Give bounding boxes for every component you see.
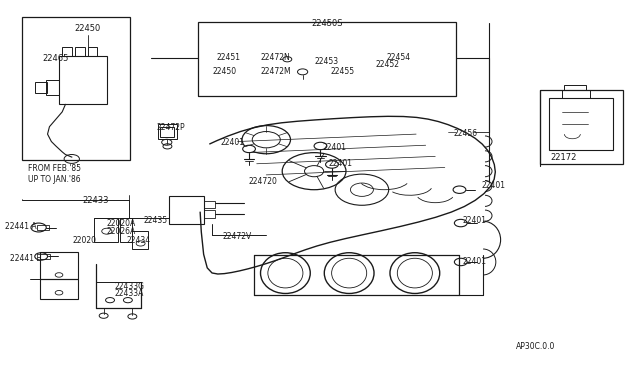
Text: 22465: 22465 — [43, 54, 69, 62]
Bar — [204, 210, 215, 218]
Text: 22401: 22401 — [463, 216, 487, 225]
Text: 22401: 22401 — [323, 143, 346, 152]
Text: 22452: 22452 — [376, 60, 399, 69]
Bar — [132, 231, 148, 249]
Bar — [169, 196, 204, 224]
Bar — [94, 218, 118, 242]
Bar — [88, 47, 97, 56]
Text: 22441 A: 22441 A — [5, 221, 36, 231]
Text: 22401: 22401 — [220, 138, 244, 147]
Circle shape — [453, 186, 466, 193]
Circle shape — [243, 145, 255, 153]
Bar — [36, 225, 49, 231]
Circle shape — [326, 161, 339, 168]
Bar — [35, 82, 47, 93]
Bar — [120, 218, 132, 242]
Text: FROM FEB.'85: FROM FEB.'85 — [28, 164, 81, 173]
Bar — [548, 98, 612, 150]
Text: 22456: 22456 — [454, 129, 478, 138]
Bar — [564, 85, 586, 90]
Bar — [40, 279, 78, 299]
Text: 22472N: 22472N — [261, 52, 291, 61]
Text: 22450S: 22450S — [311, 19, 342, 28]
Bar — [75, 47, 84, 56]
Text: 22020A: 22020A — [107, 219, 136, 228]
Text: 22435: 22435 — [144, 216, 168, 225]
Bar — [540, 90, 623, 164]
Bar — [158, 125, 177, 138]
Text: 22433A: 22433A — [115, 289, 144, 298]
Bar — [204, 201, 215, 208]
Text: 224720: 224720 — [248, 177, 278, 186]
Bar — [160, 127, 174, 137]
Text: 22455: 22455 — [331, 67, 355, 76]
Circle shape — [454, 219, 467, 227]
Text: 22020: 22020 — [72, 236, 97, 246]
Text: UP TO JAN.'86: UP TO JAN.'86 — [28, 175, 81, 184]
Text: 22472V: 22472V — [223, 231, 252, 241]
Bar — [22, 17, 131, 160]
Text: 22451: 22451 — [216, 52, 240, 61]
Text: 22401: 22401 — [329, 159, 353, 168]
Circle shape — [314, 142, 327, 150]
Bar — [46, 80, 59, 95]
Text: 22450: 22450 — [75, 24, 101, 33]
Text: 22172: 22172 — [551, 153, 577, 161]
Text: 22472P: 22472P — [156, 123, 185, 132]
Bar — [62, 47, 72, 56]
Text: 22433G: 22433G — [114, 282, 144, 291]
Text: 22401: 22401 — [482, 181, 506, 190]
Bar — [561, 90, 590, 98]
Circle shape — [454, 258, 467, 266]
Text: AP30C.0.0: AP30C.0.0 — [516, 341, 556, 350]
Text: 22401: 22401 — [463, 257, 487, 266]
Text: 22450: 22450 — [212, 67, 237, 76]
Text: 22454: 22454 — [386, 52, 410, 61]
Bar — [40, 254, 50, 259]
Bar — [198, 22, 456, 96]
Text: 22026A: 22026A — [107, 227, 136, 236]
Text: 22434: 22434 — [127, 236, 151, 246]
Text: 22472M: 22472M — [260, 67, 291, 76]
Text: 22453: 22453 — [315, 57, 339, 66]
Bar — [40, 251, 78, 279]
Text: 22441 E: 22441 E — [10, 254, 41, 263]
Bar — [59, 56, 107, 105]
Text: 22433: 22433 — [83, 196, 109, 205]
